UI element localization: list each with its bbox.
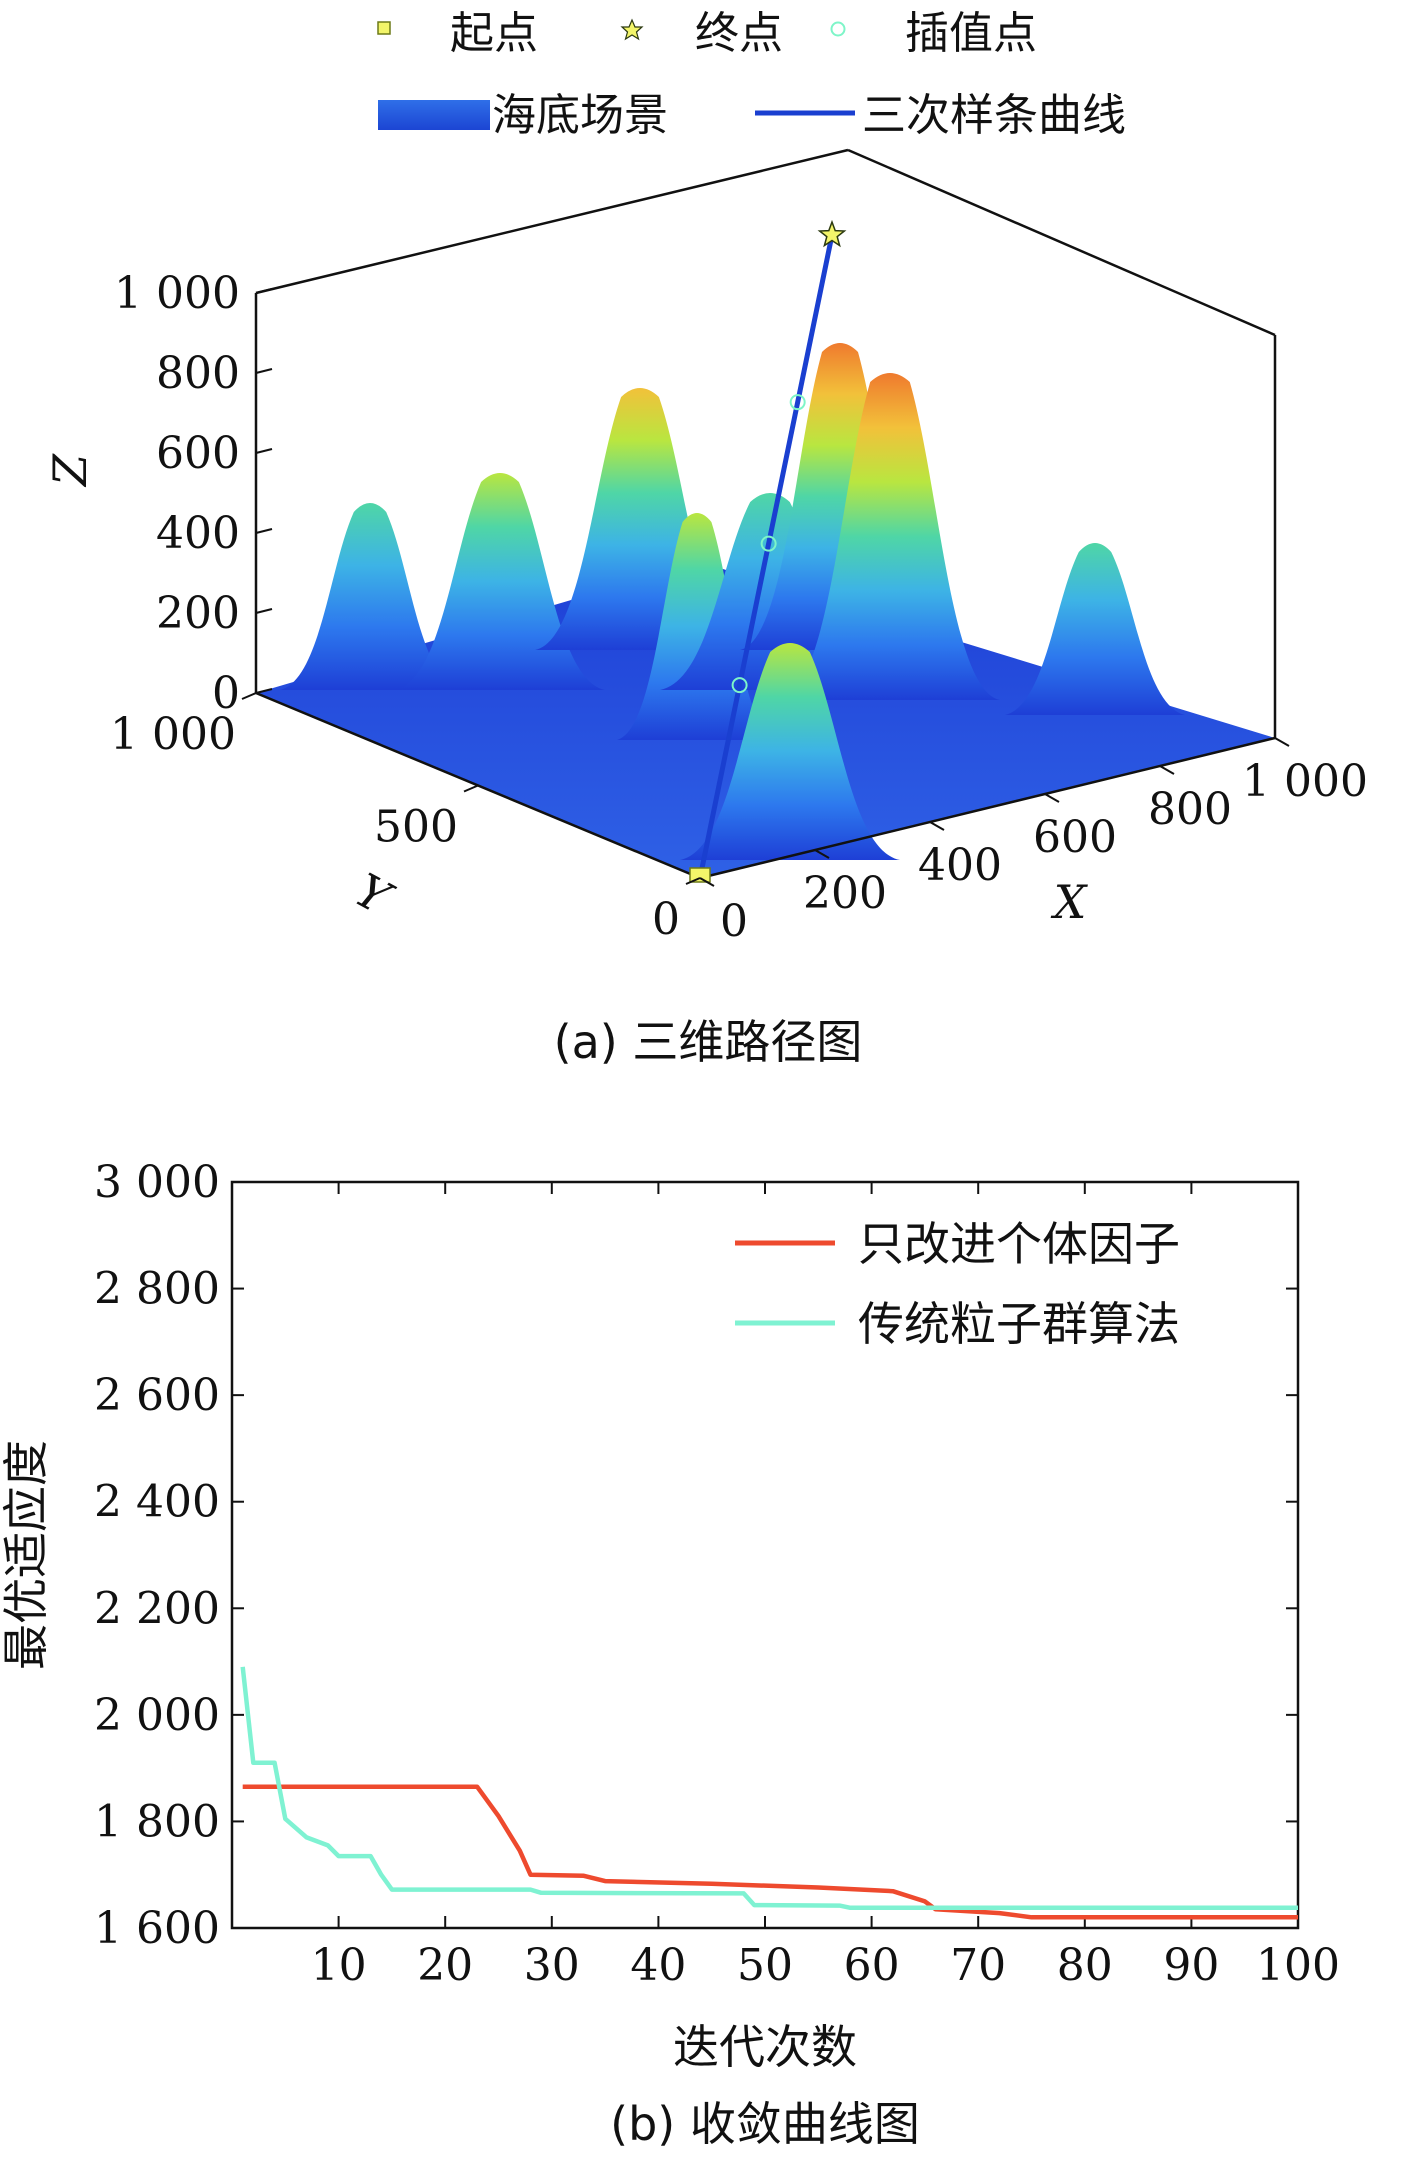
interpolation-point-2 xyxy=(760,535,777,552)
chart-convergence: 1 600 1 800 2 000 2 200 2 400 2 600 2 800 3 000… xyxy=(0,1157,1340,2151)
series-line-2 xyxy=(240,1666,1298,1911)
spline-curve xyxy=(697,234,835,879)
y-tick-mark xyxy=(685,877,701,885)
axes-2d-ticks: 1 600 1 800 2 000 2 200 2 400 2 600 2 800 3 000… xyxy=(94,1157,1340,1991)
legend-interp-label: 插值点 xyxy=(905,8,1037,59)
x-tick-label: 60 xyxy=(844,1940,900,1991)
z-tick-mark xyxy=(255,368,273,374)
z-tick-label: 1 000 xyxy=(114,268,240,319)
x-tick-mark xyxy=(699,877,715,887)
x-tick-label: 10 xyxy=(311,1940,367,1991)
legend-spline-label: 三次样条曲线 xyxy=(862,90,1126,141)
y-tick-label: 2 800 xyxy=(94,1264,220,1315)
x-tick-label: 0 xyxy=(720,896,748,947)
seabed-peaks xyxy=(280,343,1185,860)
x-tick-mark xyxy=(1044,793,1060,803)
peak-7 xyxy=(780,373,1000,700)
y-tick-label: 0 xyxy=(652,894,680,945)
y-tick-label: 3 000 xyxy=(94,1157,220,1208)
axes-box-3d xyxy=(254,148,1277,738)
caption-a: (a) 三维路径图 xyxy=(554,1015,863,1069)
plot-area xyxy=(230,1180,1300,1930)
spline-path xyxy=(689,219,847,883)
x-tick-label: 50 xyxy=(737,1940,793,1991)
peak-2 xyxy=(395,473,605,690)
peak-8 xyxy=(1005,543,1185,715)
legend-series-2-label: 传统粒子群算法 xyxy=(858,1297,1180,1351)
legend-end-label: 终点 xyxy=(695,8,783,59)
z-tick-mark xyxy=(255,608,273,614)
x-axis-label: X xyxy=(1051,875,1089,929)
x-tick-mark xyxy=(1159,765,1175,775)
x-tick-mark xyxy=(929,821,945,831)
chart-3d: 起点 终点 插值点 海底场景 三次样条曲线 020 xyxy=(43,8,1368,1069)
x-tick-label: 100 xyxy=(1256,1940,1340,1991)
legend-series-1-label: 只改进个体因子 xyxy=(858,1217,1180,1271)
z-tick-mark xyxy=(255,688,273,694)
x-tick-label: 80 xyxy=(1057,1940,1113,1991)
interpolation-point-1 xyxy=(731,677,748,694)
z-tick-label: 400 xyxy=(156,508,240,559)
y-tick-label: 500 xyxy=(374,802,458,853)
y-tick-label: 2 200 xyxy=(94,1583,220,1634)
x-tick-label: 400 xyxy=(918,840,1002,891)
x-tick-label: 40 xyxy=(630,1940,686,1991)
x-tick-mark xyxy=(814,849,830,859)
interp-marker-icon xyxy=(830,21,846,37)
caption-b: (b) 收敛曲线图 xyxy=(610,2097,920,2151)
x-tick-label: 200 xyxy=(803,868,887,919)
x-tick-mark xyxy=(1274,737,1290,747)
z-tick-label: 600 xyxy=(156,428,240,479)
x-tick-label: 70 xyxy=(950,1940,1006,1991)
legend-convergence: 只改进个体因子 传统粒子群算法 xyxy=(735,1217,1180,1351)
y-tick-label: 1 600 xyxy=(94,1903,220,1954)
legend-start-label: 起点 xyxy=(450,8,538,59)
x-tick-label: 90 xyxy=(1163,1940,1219,1991)
convergence-lines xyxy=(240,1666,1298,1920)
z-tick-label: 200 xyxy=(156,588,240,639)
z-tick-mark xyxy=(255,288,273,294)
z-tick-mark xyxy=(255,528,273,534)
y-tick-mark xyxy=(463,784,479,793)
y-tick-mark xyxy=(241,692,257,700)
y-tick-label: 2 600 xyxy=(94,1370,220,1421)
x-tick-label: 1 000 xyxy=(1242,756,1368,807)
z-tick-mark xyxy=(255,448,273,454)
start-marker-icon xyxy=(377,21,391,35)
end-point-marker xyxy=(817,219,847,248)
y-axis-label: Y xyxy=(346,863,402,927)
start-point-marker xyxy=(689,867,711,883)
x-axis-label-b: 迭代次数 xyxy=(673,2020,857,2074)
x-tick-label: 800 xyxy=(1148,784,1232,835)
x-tick-label: 600 xyxy=(1033,812,1117,863)
z-tick-label: 800 xyxy=(156,348,240,399)
y-tick-label: 2 000 xyxy=(94,1690,220,1741)
y-tick-label: 1 800 xyxy=(94,1796,220,1847)
y-tick-label: 2 400 xyxy=(94,1477,220,1528)
legend-3d: 起点 终点 插值点 海底场景 三次样条曲线 xyxy=(377,8,1126,141)
seabed-patch-icon xyxy=(378,100,490,130)
interpolation-point-3 xyxy=(789,394,806,411)
z-axis-label: Z xyxy=(43,453,97,488)
peak-9 xyxy=(680,643,900,860)
end-marker-icon xyxy=(620,18,644,41)
y-axis-label-b: 最优适应度 xyxy=(0,1440,53,1670)
peak-1 xyxy=(280,503,460,690)
z-tick-label: 0 xyxy=(212,668,240,719)
x-tick-label: 20 xyxy=(417,1940,473,1991)
series-line-1 xyxy=(242,1784,1298,1920)
y-tick-label: 1 000 xyxy=(110,709,236,760)
x-tick-label: 30 xyxy=(524,1940,580,1991)
legend-seabed-label: 海底场景 xyxy=(492,90,668,141)
